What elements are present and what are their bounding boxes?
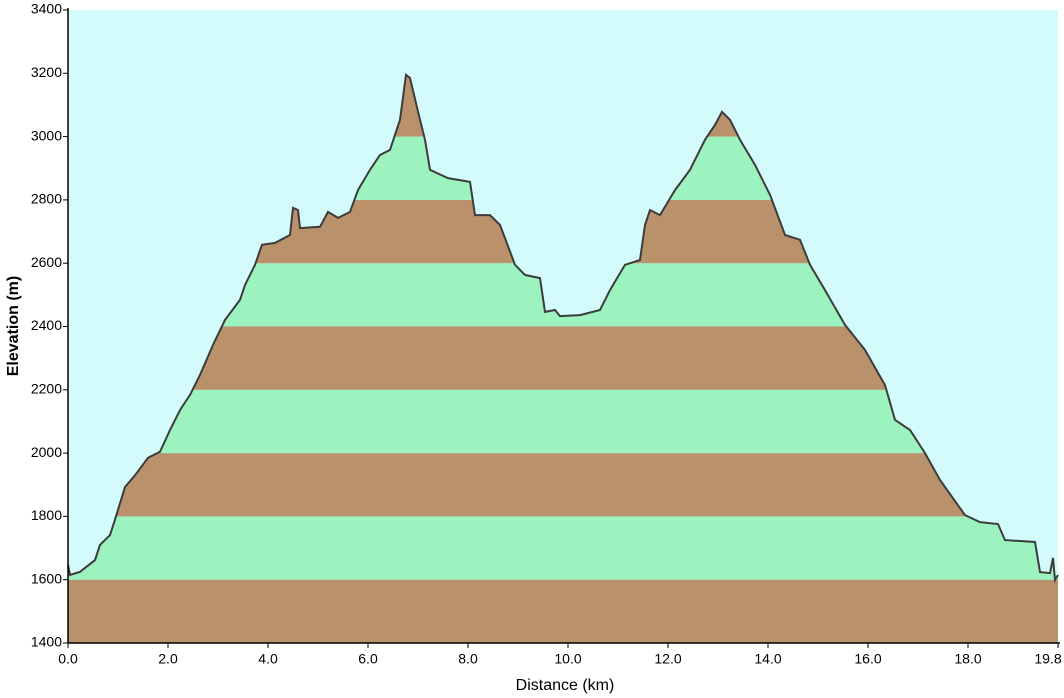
y-axis-title: Elevation (m) bbox=[5, 276, 22, 376]
y-tick-label: 3200 bbox=[31, 64, 62, 80]
x-tick-label: 2.0 bbox=[158, 651, 178, 667]
x-tick-label: 6.0 bbox=[358, 651, 378, 667]
y-tick-label: 1600 bbox=[31, 570, 62, 586]
elevation-band bbox=[68, 516, 1058, 580]
elevation-band bbox=[68, 579, 1058, 643]
y-tick-label: 3400 bbox=[31, 1, 62, 17]
x-tick-label: 0.0 bbox=[58, 651, 78, 667]
y-tick-label: 2600 bbox=[31, 254, 62, 270]
y-tick-label: 2800 bbox=[31, 191, 62, 207]
x-tick-label: 19.8 bbox=[1034, 651, 1061, 667]
x-tick-label: 4.0 bbox=[258, 651, 278, 667]
x-tick-label: 16.0 bbox=[854, 651, 881, 667]
elevation-band bbox=[68, 453, 1058, 517]
y-tick-label: 2200 bbox=[31, 381, 62, 397]
y-tick-label: 2000 bbox=[31, 444, 62, 460]
x-tick-label: 8.0 bbox=[458, 651, 478, 667]
y-tick-label: 1800 bbox=[31, 507, 62, 523]
x-tick-label: 10.0 bbox=[554, 651, 581, 667]
y-tick-label: 1400 bbox=[31, 634, 62, 650]
x-axis-title: Distance (km) bbox=[516, 677, 615, 694]
x-tick-label: 14.0 bbox=[754, 651, 781, 667]
y-tick-label: 2400 bbox=[31, 317, 62, 333]
x-tick-label: 18.0 bbox=[954, 651, 981, 667]
elevation-profile bbox=[67, 73, 1059, 584]
x-tick-label: 12.0 bbox=[654, 651, 681, 667]
y-tick-label: 3000 bbox=[31, 127, 62, 143]
